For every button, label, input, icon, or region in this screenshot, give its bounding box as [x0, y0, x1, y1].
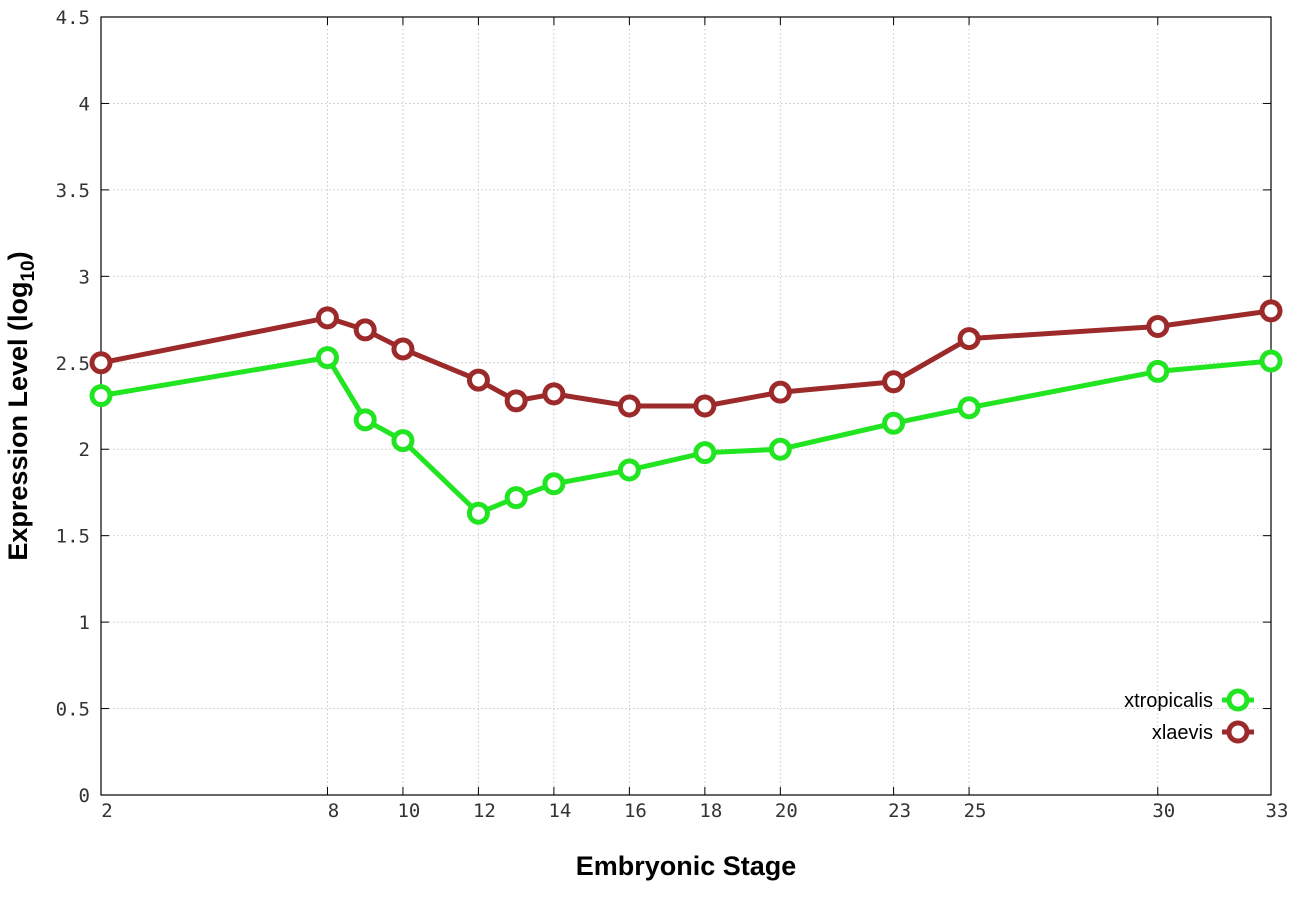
data-point-xtropicalis [693, 441, 717, 465]
x-tick-label: 30 [1152, 800, 1175, 822]
x-tick-label: 10 [397, 800, 420, 822]
y-axis-title: Expression Level (log10) [3, 251, 39, 560]
data-point-xlaevis [466, 368, 490, 392]
data-point-xlaevis [693, 394, 717, 418]
x-tick-label: 2 [101, 800, 112, 822]
legend-marker [1226, 688, 1250, 712]
legend-label: xtropicalis [1124, 690, 1213, 712]
data-point-xtropicalis [315, 346, 339, 370]
data-point-xlaevis [391, 337, 415, 361]
data-point-xtropicalis [391, 429, 415, 453]
y-tick-label: 0.5 [56, 699, 90, 721]
y-tick-label: 2 [79, 439, 90, 461]
y-tick-label: 2.5 [56, 353, 90, 375]
y-tick-label: 1.5 [56, 526, 90, 548]
data-point-xlaevis [353, 318, 377, 342]
y-tick-label: 1 [79, 612, 90, 634]
data-point-xtropicalis [617, 458, 641, 482]
data-point-xtropicalis [504, 486, 528, 510]
y-tick-label: 3.5 [56, 180, 90, 202]
legend-item-xtropicalis: xtropicalis [1124, 688, 1254, 712]
x-tick-label: 14 [548, 800, 571, 822]
data-point-xlaevis [504, 389, 528, 413]
y-axis-ticks: 0 0.5 1 1.5 2 2.5 3 3.5 4 4.5 [56, 7, 1271, 807]
data-point-xtropicalis [89, 384, 113, 408]
data-point-xtropicalis [957, 396, 981, 420]
data-point-xtropicalis [882, 411, 906, 435]
x-axis-title: Embryonic Stage [576, 851, 797, 881]
x-tick-label: 20 [775, 800, 798, 822]
data-point-xlaevis [768, 380, 792, 404]
data-point-xtropicalis [768, 437, 792, 461]
x-axis-ticks: 2 8 10 12 14 16 18 20 23 25 30 33 [100, 17, 1289, 822]
x-tick-label: 23 [888, 800, 911, 822]
data-point-xtropicalis [542, 472, 566, 496]
y-tick-label: 0 [79, 785, 90, 807]
data-point-xtropicalis [466, 501, 490, 525]
x-tick-label: 12 [473, 800, 496, 822]
legend-label: xlaevis [1152, 722, 1213, 744]
data-point-xlaevis [315, 306, 339, 330]
y-axis-title-close: ) [3, 251, 33, 260]
y-axis-title-main: Expression Level (log [3, 282, 33, 561]
data-point-xlaevis [617, 394, 641, 418]
data-point-xlaevis [1259, 299, 1283, 323]
y-axis-title-subscript: 10 [18, 260, 39, 281]
series-xtropicalis [89, 346, 1283, 525]
y-tick-label: 3 [79, 266, 90, 288]
x-tick-label: 16 [624, 800, 647, 822]
data-point-xlaevis [1146, 314, 1170, 338]
data-point-xlaevis [89, 351, 113, 375]
x-tick-label: 8 [328, 800, 339, 822]
legend-item-xlaevis: xlaevis [1152, 720, 1254, 744]
x-tick-label: 25 [964, 800, 987, 822]
data-point-xlaevis [882, 370, 906, 394]
x-tick-label: 33 [1266, 800, 1289, 822]
y-tick-label: 4.5 [56, 7, 90, 29]
legend: xtropicalis xlaevis [1124, 688, 1254, 744]
series-line-xlaevis [100, 308, 1272, 409]
data-point-xlaevis [542, 382, 566, 406]
data-point-xlaevis [957, 327, 981, 351]
series-xlaevis [89, 299, 1283, 418]
data-point-xtropicalis [353, 408, 377, 432]
data-point-xtropicalis [1146, 359, 1170, 383]
series-layer [89, 299, 1283, 525]
y-tick-label: 4 [79, 93, 90, 115]
series-line-xtropicalis [100, 355, 1272, 516]
legend-marker [1226, 720, 1250, 744]
data-point-xtropicalis [1259, 349, 1283, 373]
x-tick-label: 18 [699, 800, 722, 822]
